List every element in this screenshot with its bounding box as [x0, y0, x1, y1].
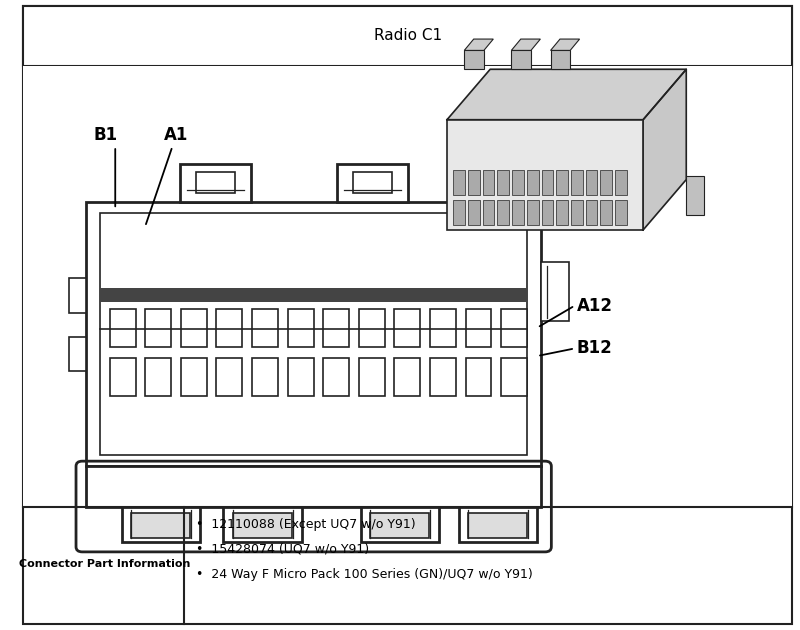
Polygon shape [550, 39, 579, 50]
Bar [466, 358, 491, 396]
Bar [550, 50, 570, 69]
Bar [217, 358, 242, 396]
Bar [217, 309, 242, 346]
Polygon shape [511, 39, 540, 50]
Bar [615, 200, 627, 225]
Bar [468, 169, 480, 195]
Bar [370, 513, 429, 538]
Bar [233, 513, 292, 538]
Text: Connector Part Information: Connector Part Information [18, 559, 190, 569]
Bar [454, 200, 465, 225]
Bar [501, 309, 527, 346]
Bar [359, 309, 385, 346]
Bar [86, 202, 541, 466]
Bar [541, 263, 569, 321]
Bar [482, 200, 494, 225]
Text: A12: A12 [577, 297, 613, 314]
Bar [69, 278, 86, 312]
Bar [252, 309, 278, 346]
Bar [100, 289, 527, 302]
Bar [468, 200, 480, 225]
Text: Radio C1: Radio C1 [374, 28, 442, 43]
Bar [181, 358, 207, 396]
Bar [110, 309, 136, 346]
Text: B1: B1 [94, 127, 118, 144]
Bar [498, 169, 509, 195]
Bar [181, 309, 207, 346]
Bar [447, 120, 643, 230]
Bar [146, 309, 171, 346]
Bar [353, 173, 392, 193]
Bar [131, 513, 190, 538]
Bar [323, 309, 349, 346]
Polygon shape [643, 69, 686, 230]
Text: A1: A1 [164, 127, 189, 144]
Bar [600, 200, 612, 225]
Text: •  12110088 (Except UQ7 w/o Y91): • 12110088 (Except UQ7 w/o Y91) [196, 518, 416, 530]
Bar [600, 169, 612, 195]
Bar [23, 66, 792, 507]
Bar [527, 169, 538, 195]
Bar [288, 358, 314, 396]
Bar [571, 169, 582, 195]
Bar [556, 169, 568, 195]
Bar [359, 358, 385, 396]
Bar [180, 164, 251, 202]
Bar [430, 358, 456, 396]
Text: B12: B12 [577, 340, 612, 357]
Bar [512, 200, 524, 225]
Bar [86, 466, 541, 507]
Bar [394, 358, 420, 396]
Bar [542, 200, 554, 225]
Bar [454, 169, 465, 195]
Bar [615, 169, 627, 195]
Bar [498, 200, 509, 225]
Bar [571, 200, 582, 225]
Bar [464, 50, 484, 69]
Text: •  24 Way F Micro Pack 100 Series (GN)/UQ7 w/o Y91): • 24 Way F Micro Pack 100 Series (GN)/UQ… [196, 568, 533, 581]
Bar [501, 358, 527, 396]
Bar [288, 309, 314, 346]
Polygon shape [464, 39, 494, 50]
Text: •  15428074 (UQ7 w/o Y91): • 15428074 (UQ7 w/o Y91) [196, 543, 369, 556]
Bar [430, 309, 456, 346]
Bar [323, 358, 349, 396]
Bar [146, 358, 171, 396]
Bar [394, 309, 420, 346]
Bar [468, 513, 527, 538]
Bar [361, 507, 439, 542]
Bar [511, 50, 531, 69]
Bar [69, 336, 86, 371]
Bar [338, 164, 408, 202]
Bar [556, 200, 568, 225]
Bar [482, 169, 494, 195]
Polygon shape [447, 69, 686, 120]
Bar [100, 213, 527, 455]
Bar [122, 507, 200, 542]
Bar [542, 169, 554, 195]
Bar [223, 507, 302, 542]
Bar [512, 169, 524, 195]
Bar [586, 169, 598, 195]
Bar [466, 309, 491, 346]
Bar [686, 176, 703, 215]
Bar [527, 200, 538, 225]
Bar [458, 507, 538, 542]
Bar [252, 358, 278, 396]
Bar [23, 6, 792, 66]
Bar [110, 358, 136, 396]
Bar [586, 200, 598, 225]
Bar [196, 173, 235, 193]
